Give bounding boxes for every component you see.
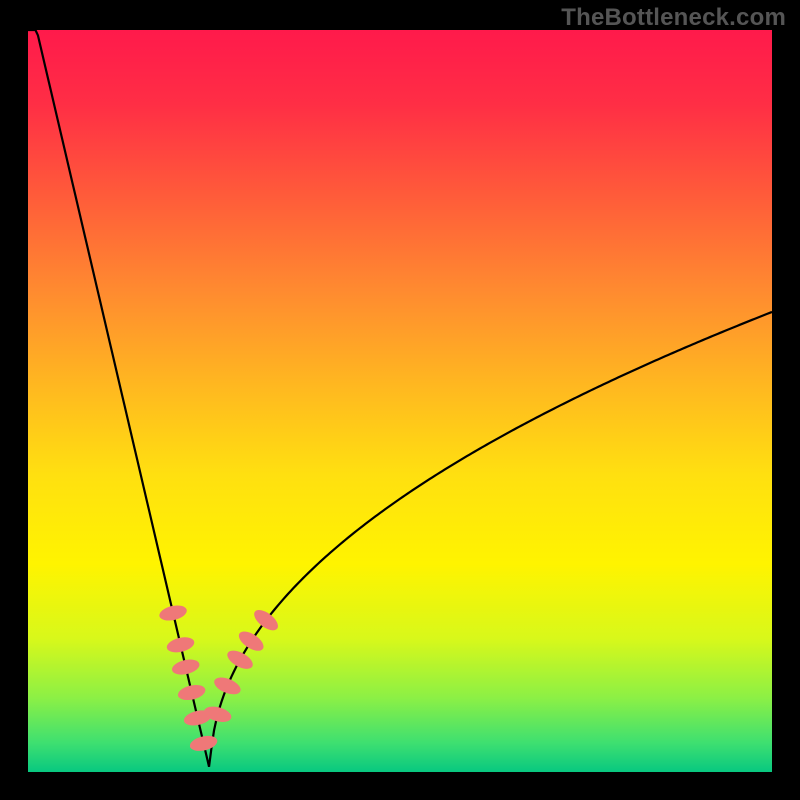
plot-background (28, 30, 772, 772)
watermark-text: TheBottleneck.com (561, 4, 786, 32)
bottleneck-chart (0, 0, 800, 800)
plot-container: TheBottleneck.com (0, 0, 800, 800)
